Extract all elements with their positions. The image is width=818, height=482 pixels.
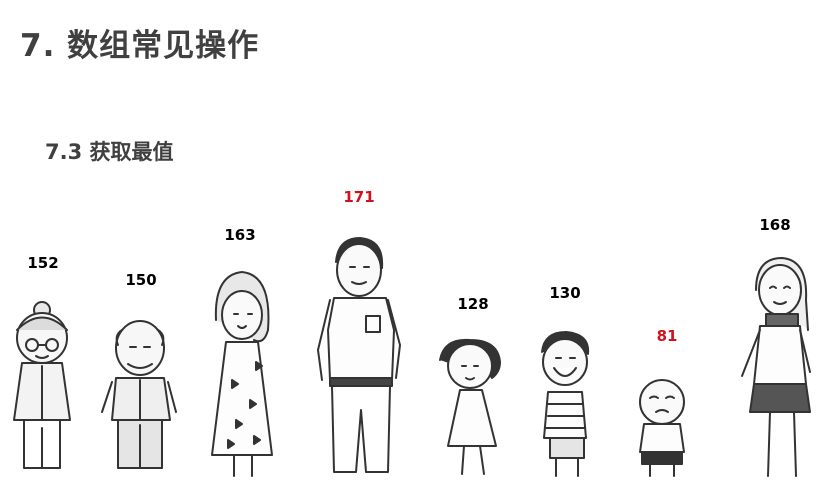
girl-figure (439, 338, 501, 475)
section-subtitle: 7.3 获取最值 (45, 140, 174, 164)
height-label-boy: 130 (549, 284, 581, 302)
teen-girl-figure (741, 257, 811, 477)
grandpa-figure (101, 320, 177, 469)
height-label-teen-girl: 168 (759, 216, 791, 234)
height-label-father-max: 171 (343, 188, 375, 206)
height-label-grandma: 152 (27, 254, 59, 272)
toddler-figure (639, 379, 685, 477)
page-title: 7. 数组常见操作 (20, 28, 260, 64)
height-label-toddler-min: 81 (656, 327, 678, 345)
height-label-grandpa: 150 (125, 271, 157, 289)
boy-figure (541, 331, 590, 477)
height-label-girl: 128 (457, 295, 489, 313)
height-label-mother: 163 (224, 226, 256, 244)
father-figure (317, 237, 401, 473)
grandma-figure (13, 301, 71, 469)
mother-figure (211, 271, 273, 477)
